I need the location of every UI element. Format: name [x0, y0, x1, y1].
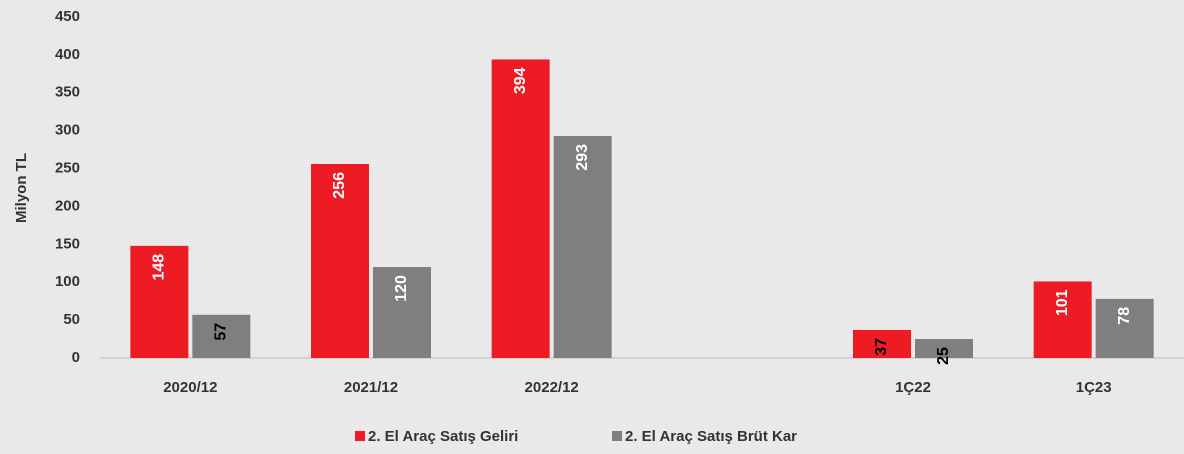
- legend-swatch: [355, 431, 365, 441]
- legend-label: 2. El Araç Satış Brüt Kar: [625, 428, 797, 445]
- value-label: 101: [1054, 289, 1071, 316]
- x-tick-label: 2021/12: [344, 379, 398, 396]
- bar: [491, 59, 550, 359]
- bar: [130, 245, 189, 358]
- x-tick-label: 2022/12: [525, 379, 579, 396]
- bar: [1033, 281, 1092, 358]
- x-tick-label: 1Ç23: [1076, 379, 1112, 396]
- value-label: 57: [213, 323, 230, 341]
- value-label: 120: [393, 275, 410, 302]
- value-label: 293: [574, 144, 591, 171]
- bar: [853, 329, 911, 358]
- legend-label: 2. El Araç Satış Geliri: [368, 428, 518, 445]
- x-tick-label: 1Ç22: [895, 379, 931, 396]
- bar: [1095, 298, 1154, 358]
- bar: [915, 339, 973, 358]
- y-tick-label: 200: [55, 197, 80, 214]
- y-tick-label: 50: [63, 311, 80, 328]
- x-tick-label: 2020/12: [163, 379, 217, 396]
- bar: [553, 135, 612, 358]
- y-tick-label: 250: [55, 160, 80, 177]
- bar: [311, 164, 369, 358]
- value-label: 148: [151, 254, 168, 281]
- y-tick-label: 400: [55, 46, 80, 63]
- y-tick-label: 0: [72, 349, 80, 366]
- y-tick-label: 100: [55, 273, 80, 290]
- legend-swatch: [612, 431, 622, 441]
- y-tick-label: 300: [55, 122, 80, 139]
- y-tick-label: 350: [55, 84, 80, 101]
- value-label: 78: [1116, 307, 1133, 325]
- y-tick-label: 450: [55, 8, 80, 25]
- y-tick-label: 150: [55, 235, 80, 252]
- bar: [192, 314, 251, 358]
- y-axis-label: Milyon TL: [13, 153, 30, 223]
- bar: [373, 267, 431, 358]
- value-label: 256: [331, 172, 348, 199]
- value-label: 394: [512, 67, 529, 94]
- value-label: 37: [873, 338, 890, 356]
- value-label: 25: [935, 347, 952, 365]
